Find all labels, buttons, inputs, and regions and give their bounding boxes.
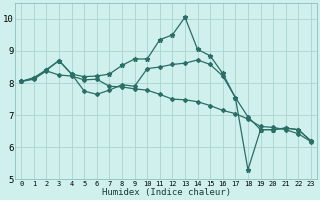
X-axis label: Humidex (Indice chaleur): Humidex (Indice chaleur) (101, 188, 231, 197)
